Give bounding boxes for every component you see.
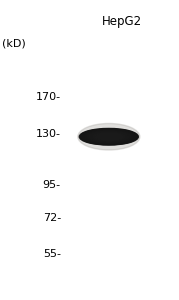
Ellipse shape	[89, 131, 129, 142]
Ellipse shape	[94, 133, 124, 141]
Ellipse shape	[91, 132, 127, 142]
Ellipse shape	[95, 133, 123, 141]
Ellipse shape	[81, 129, 136, 145]
Ellipse shape	[100, 134, 118, 139]
Text: (kD): (kD)	[2, 39, 26, 49]
Ellipse shape	[104, 135, 114, 138]
Ellipse shape	[105, 136, 113, 138]
Ellipse shape	[80, 129, 137, 145]
Ellipse shape	[85, 130, 132, 143]
Text: HepG2: HepG2	[102, 16, 142, 28]
Text: 72-: 72-	[43, 213, 61, 223]
Ellipse shape	[103, 135, 115, 138]
Text: 130-: 130-	[36, 129, 61, 139]
Ellipse shape	[90, 131, 127, 142]
Ellipse shape	[84, 130, 134, 144]
Ellipse shape	[93, 132, 125, 141]
Ellipse shape	[83, 130, 134, 144]
Ellipse shape	[102, 135, 116, 139]
Ellipse shape	[82, 129, 136, 144]
Ellipse shape	[92, 132, 126, 141]
Text: 170-: 170-	[36, 92, 61, 102]
Ellipse shape	[86, 130, 131, 143]
Ellipse shape	[98, 134, 120, 140]
Text: 55-: 55-	[43, 249, 61, 259]
Ellipse shape	[96, 133, 122, 140]
Ellipse shape	[79, 128, 138, 145]
Ellipse shape	[87, 130, 130, 143]
Ellipse shape	[78, 124, 140, 150]
Ellipse shape	[106, 136, 112, 138]
Ellipse shape	[97, 134, 121, 140]
Ellipse shape	[99, 134, 119, 140]
Ellipse shape	[88, 131, 129, 142]
Text: 95-: 95-	[43, 180, 61, 190]
Ellipse shape	[101, 134, 117, 139]
